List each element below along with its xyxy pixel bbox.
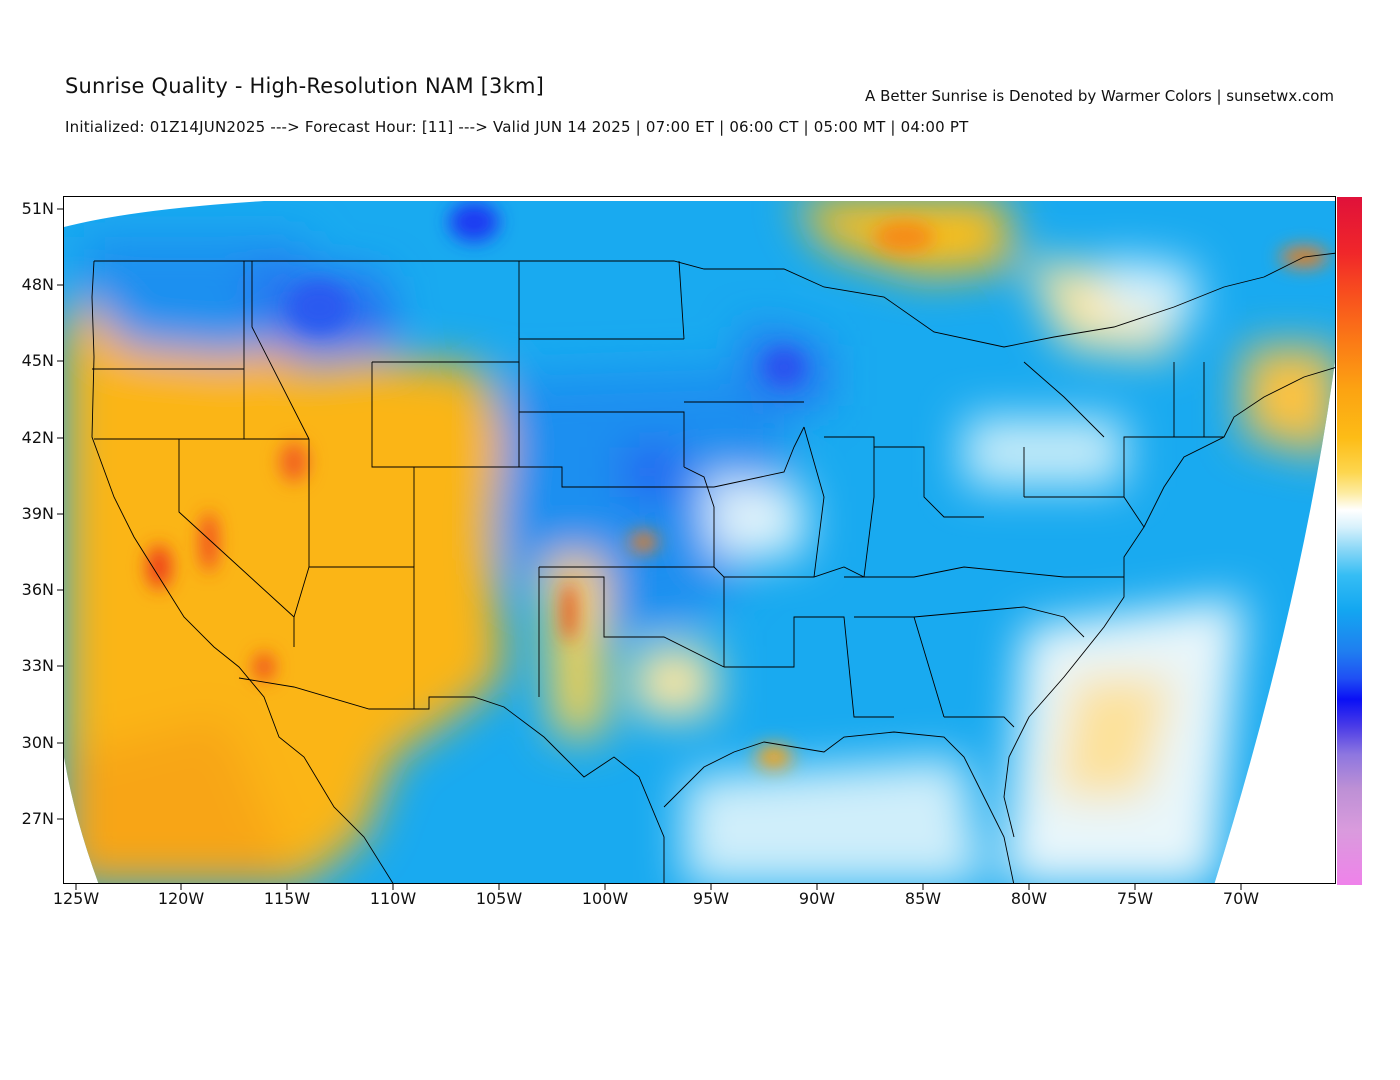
lon-tick-label: 115W xyxy=(263,889,311,908)
lon-tick-label: 110W xyxy=(369,889,417,908)
lat-tick-label: 45N xyxy=(21,351,54,370)
map-title: Sunrise Quality - High-Resolution NAM [3… xyxy=(65,74,544,98)
lon-tick-label: 125W xyxy=(52,889,100,908)
lat-tick-label: 48N xyxy=(21,275,54,294)
lon-tick-label: 70W xyxy=(1222,889,1260,908)
lat-tick-label: 42N xyxy=(21,428,54,447)
lon-tick-label: 100W xyxy=(581,889,629,908)
color-scale-bar xyxy=(1337,197,1362,885)
lat-tick-label: 27N xyxy=(21,809,54,828)
sunrise-quality-field xyxy=(64,201,1335,883)
lon-tick-label: 75W xyxy=(1116,889,1154,908)
lon-tick-label: 90W xyxy=(798,889,836,908)
lat-tick-label: 36N xyxy=(21,580,54,599)
lon-tick-label: 80W xyxy=(1010,889,1048,908)
lat-tick-label: 51N xyxy=(21,199,54,218)
lon-tick-label: 105W xyxy=(475,889,523,908)
lon-tick-label: 120W xyxy=(157,889,205,908)
lon-tick-label: 95W xyxy=(692,889,730,908)
lat-tick-label: 39N xyxy=(21,504,54,523)
map-panel xyxy=(63,196,1336,884)
lon-tick-label: 85W xyxy=(904,889,942,908)
forecast-subtitle: Initialized: 01Z14JUN2025 ---> Forecast … xyxy=(65,118,969,136)
lat-tick-label: 30N xyxy=(21,733,54,752)
lat-tick-label: 33N xyxy=(21,656,54,675)
source-note: A Better Sunrise is Denoted by Warmer Co… xyxy=(865,87,1334,105)
map-canvas xyxy=(64,201,1335,883)
boundary-lines xyxy=(91,252,1335,883)
